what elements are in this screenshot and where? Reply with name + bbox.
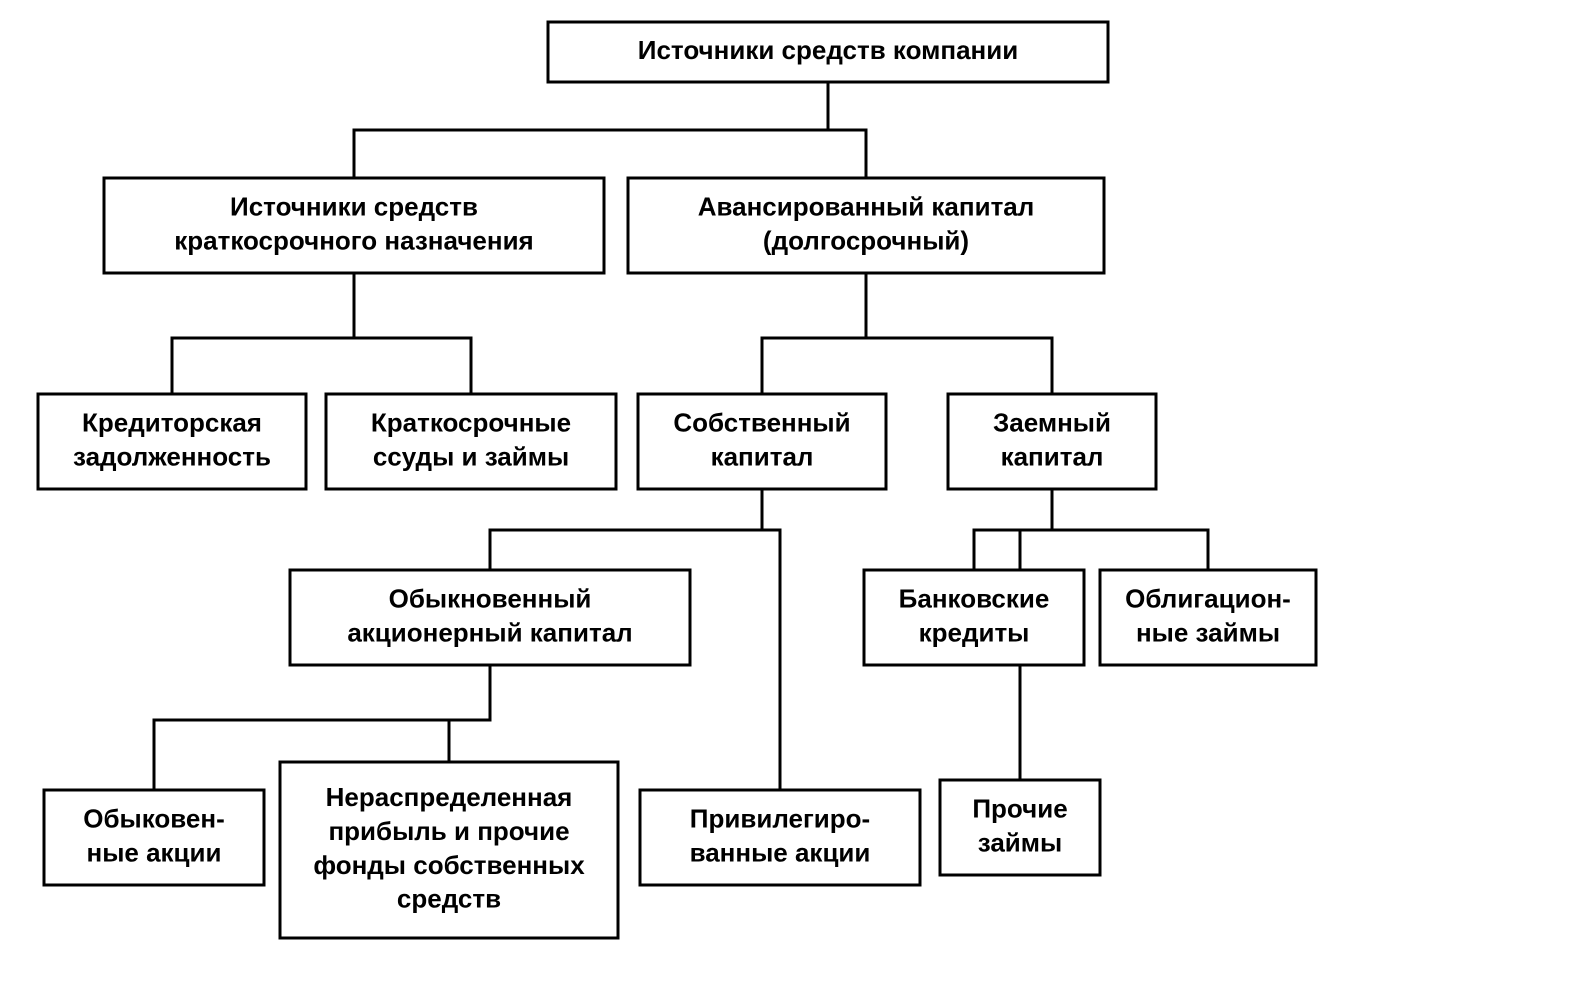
hierarchy-diagram: Источники средств компании Источники сред…: [0, 0, 1571, 1007]
node-label-pref-line0: Привилегиро-: [690, 803, 870, 833]
node-label-ret-line1: прибыль и прочие: [328, 816, 569, 846]
edge-short-loans: [354, 273, 471, 394]
node-label-other-line1: займы: [978, 827, 1062, 857]
node-adv: Авансированный капитал (долгосрочный): [628, 178, 1104, 273]
node-label-kred-line0: Кредиторская: [82, 407, 262, 437]
node-label-ret-line0: Нераспределенная: [326, 782, 573, 812]
node-label-adv-line1: (долгосрочный): [763, 225, 969, 255]
edge-short-kred: [172, 273, 354, 394]
edge-own-pref: [762, 489, 780, 790]
nodes-layer: Источники средств компании Источники сред…: [38, 22, 1316, 938]
node-label-short-line0: Источники средств: [230, 191, 478, 221]
node-label-root-line0: Источники средств компании: [638, 35, 1018, 65]
edge-root-short: [354, 82, 828, 178]
node-other: Прочие займы: [940, 780, 1100, 875]
node-label-ret-line2: фонды собственных: [313, 850, 585, 880]
node-label-ordsh-line0: Обыковен-: [83, 803, 225, 833]
node-label-own-line0: Собственный: [673, 407, 850, 437]
node-pref: Привилегиро-ванные акции: [640, 790, 920, 885]
node-ret: Нераспределенная прибыль и прочие фонды со…: [280, 762, 618, 938]
node-own: Собственный капитал: [638, 394, 886, 489]
node-bond: Облигацион-ные займы: [1100, 570, 1316, 665]
node-label-loans-line0: Краткосрочные: [371, 407, 571, 437]
edge-root-adv: [828, 82, 866, 178]
edge-own-ordcap: [490, 489, 762, 570]
node-label-bank-line1: кредиты: [919, 617, 1030, 647]
node-bank: Банковские кредиты: [864, 570, 1084, 665]
node-label-adv-line0: Авансированный капитал: [698, 191, 1035, 221]
node-label-bank-line0: Банковские: [899, 583, 1050, 613]
edge-adv-debt: [866, 273, 1052, 394]
node-label-kred-line1: задолженность: [73, 441, 271, 471]
node-label-bond-line1: ные займы: [1136, 617, 1280, 647]
node-ordsh: Обыковен-ные акции: [44, 790, 264, 885]
node-loans: Краткосрочные ссуды и займы: [326, 394, 616, 489]
node-label-pref-line1: ванные акции: [690, 837, 871, 867]
edge-ordcap-ret: [449, 665, 490, 762]
node-debt: Заемный капитал: [948, 394, 1156, 489]
node-label-ordsh-line1: ные акции: [86, 837, 221, 867]
edge-adv-own: [762, 273, 866, 394]
edge-debt-bond: [1052, 489, 1208, 570]
node-label-own-line1: капитал: [711, 441, 814, 471]
node-label-debt-line0: Заемный: [993, 407, 1111, 437]
node-label-debt-line1: капитал: [1001, 441, 1104, 471]
node-label-short-line1: краткосрочного назначения: [174, 225, 533, 255]
node-root: Источники средств компании: [548, 22, 1108, 82]
node-label-ret-line3: средств: [397, 884, 501, 914]
node-kred: Кредиторская задолженность: [38, 394, 306, 489]
node-label-other-line0: Прочие: [972, 793, 1067, 823]
node-label-loans-line1: ссуды и займы: [373, 441, 569, 471]
node-label-ordcap-line1: акционерный капитал: [347, 617, 632, 647]
node-short: Источники средств краткосрочного назначен…: [104, 178, 604, 273]
node-label-bond-line0: Облигацион-: [1125, 583, 1291, 613]
node-label-ordcap-line0: Обыкновенный: [389, 583, 592, 613]
node-ordcap: Обыкновенный акционерный капитал: [290, 570, 690, 665]
